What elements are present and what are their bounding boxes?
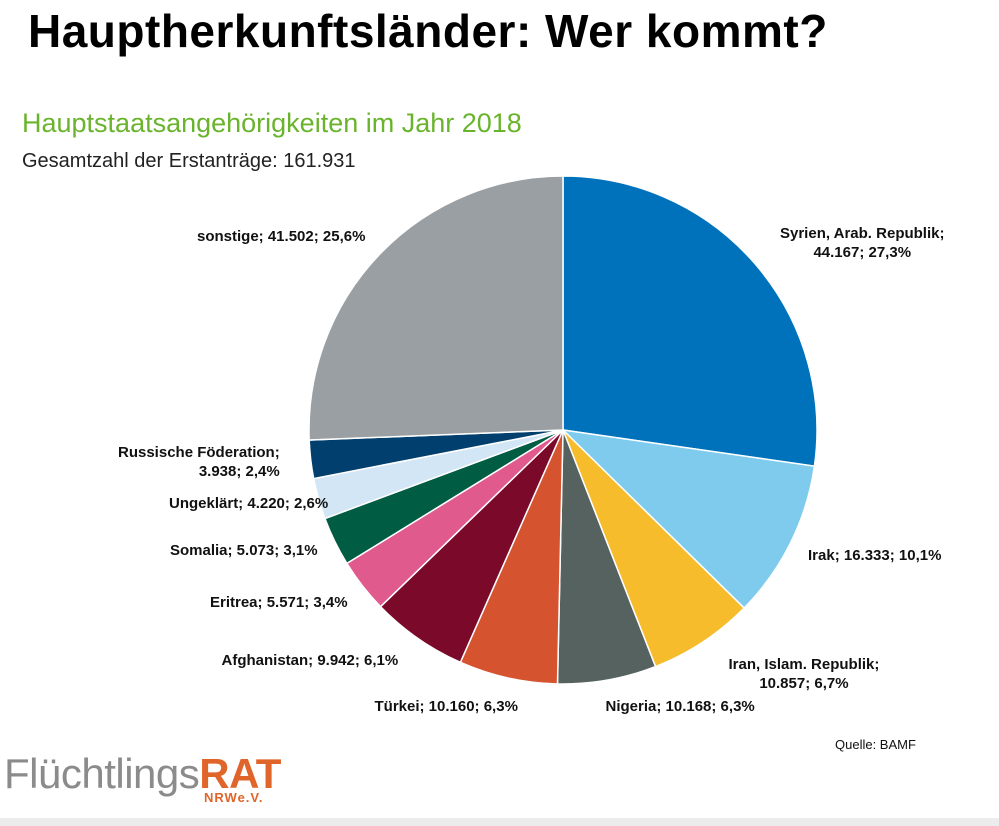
slice-label: Russische Föderation; 3.938; 2,4% [118,443,280,481]
slice-label-line: Türkei; 10.160; 6,3% [374,698,518,715]
pie-slice-irak [560,428,816,610]
chart-title: Hauptstaatsangehörigkeiten im Jahr 2018 [22,108,522,138]
chart-subtitle: Gesamtzahl der Erstanträge: 161.931 [22,150,356,172]
pie-slice-sonstige [308,175,564,441]
slice-label-line: Ungeklärt; 4.220; 2,6% [169,495,329,512]
slice-label-line: Nigeria; 10.168; 6,3% [605,698,755,715]
logo-text-part2: RAT [199,750,281,797]
slice-label-line: Somalia; 5.073; 3,1% [170,542,318,559]
slice-label: Türkei; 10.160; 6,3% [375,697,518,716]
fluechtlingsrat-logo: FlüchtlingsRAT NRWe.V. [4,750,281,806]
slice-label-line: 44.167; 27,3% [813,244,912,261]
slice-label: sonstige; 41.502; 25,6% [197,227,365,246]
slice-label: Eritrea; 5.571; 3,4% [210,593,348,612]
logo-text-part1: Flüchtlings [4,750,200,797]
slice-label-line: Iran, Islam. Republik; [728,656,880,673]
slice-label: Ungeklärt; 4.220; 2,6% [169,494,328,513]
slice-label-line: 10.857; 6,7% [759,675,849,692]
slice-label-line: Eritrea; 5.571; 3,4% [210,594,348,611]
slice-label: Somalia; 5.073; 3,1% [170,541,318,560]
slice-label-line: Syrien, Arab. Republik; [780,225,945,242]
slice-label-line: Irak; 16.333; 10,1% [808,547,942,564]
slice-label: Afghanistan; 9.942; 6,1% [222,651,399,670]
slice-label-line: Afghanistan; 9.942; 6,1% [221,652,399,669]
source-note: Quelle: BAMF [835,737,916,752]
logo-subtext: NRWe.V. [204,790,264,805]
slice-label-line: 3.938; 2,4% [198,463,280,480]
slice-label: Iran, Islam. Republik; 10.857; 6,7% [729,655,880,693]
slice-label: Syrien, Arab. Republik; 44.167; 27,3% [780,224,944,262]
slice-label-line: Russische Föderation; [118,444,280,461]
page-title: Hauptherkunftsländer: Wer kommt? [28,5,828,57]
pie-slice-iran-islam-republik [562,429,746,668]
bottom-bar [0,818,999,826]
slice-label: Nigeria; 10.168; 6,3% [606,697,755,716]
slice-label-line: sonstige; 41.502; 25,6% [197,228,366,245]
pie-slice-syrien-arab-republik [562,175,818,468]
slice-label: Irak; 16.333; 10,1% [808,546,941,565]
